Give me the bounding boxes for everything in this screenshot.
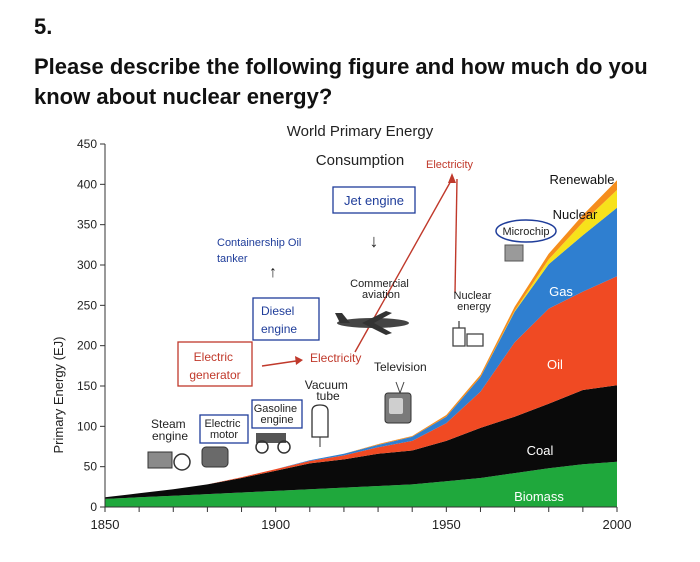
series-label-renewable: Renewable <box>549 172 614 187</box>
area-coal <box>105 385 617 499</box>
up-arrow-icon: ↑ <box>269 264 277 281</box>
y-tick-label: 300 <box>77 258 97 272</box>
television-icon <box>384 381 412 424</box>
area-layers <box>105 180 617 507</box>
y-tick-label: 0 <box>90 500 97 514</box>
x-tick-label: 1900 <box>261 517 290 532</box>
y-tick-label: 250 <box>77 298 97 312</box>
chart-svg: 0 50 100 150 200 250 300 350 400 450 1850 1900 1950 2… <box>51 123 631 532</box>
area-biomass <box>105 461 617 507</box>
electricity-arrow-line-2 <box>454 178 458 294</box>
series-label-nuclear: Nuclear <box>553 207 598 222</box>
diesel-engine-box <box>252 297 320 341</box>
gasoline-engine-box <box>251 399 303 429</box>
electricity-arrowhead <box>448 173 456 183</box>
y-tick-label: 400 <box>77 177 97 191</box>
electric-generator-box <box>177 341 253 387</box>
annotation-commercial-aviation: Commercial aviation <box>350 278 412 301</box>
x-tick-label: 2000 <box>603 517 632 532</box>
annotation-nuclear-energy: Nuclear energy <box>454 290 495 313</box>
axes: 0 50 100 150 200 250 300 350 400 450 1850 1900 1950 2… <box>77 137 631 532</box>
electric-motor-icon <box>201 446 229 468</box>
annotation-gasoline-engine: Gasoline engine <box>254 403 300 426</box>
annotation-steam-engine: Steam engine <box>151 417 189 443</box>
energy-chart: 0 50 100 150 200 250 300 350 400 450 1850 1900 1950 2… <box>0 115 700 557</box>
generator-arrowhead <box>295 356 303 365</box>
chart-title-line2: Consumption <box>316 152 404 169</box>
jet-engine-box <box>332 186 416 214</box>
down-arrow-icon: ↓ <box>370 231 379 251</box>
chart-title-line1: World Primary Energy <box>287 123 434 140</box>
series-label-biomass: Biomass <box>514 489 564 504</box>
y-tick-label: 100 <box>77 419 97 433</box>
series-label-oil: Oil <box>547 357 563 372</box>
area-oil <box>105 276 617 498</box>
annotation-television: Television <box>374 360 427 374</box>
electric-motor-box <box>199 414 249 444</box>
x-tick-label: 1850 <box>91 517 120 532</box>
y-tick-label: 350 <box>77 218 97 232</box>
y-tick-label: 150 <box>77 379 97 393</box>
car-icon <box>255 433 291 454</box>
steam-engine-icon <box>147 451 191 471</box>
annotation-diesel-engine: Diesel engine <box>261 304 298 336</box>
microchip-icon <box>504 244 524 262</box>
generator-arrow <box>261 360 297 367</box>
vacuum-tube-icon <box>311 404 329 447</box>
y-tick-label: 200 <box>77 339 97 353</box>
nuclear-plant-icon <box>452 321 484 347</box>
annotation-vacuum-tube: Vacuum tube <box>305 378 351 403</box>
annotation-electric-motor: Electric motor <box>204 418 243 441</box>
y-axis-label: Primary Energy (EJ) <box>51 336 66 453</box>
annotation-microchip: Microchip <box>502 226 549 238</box>
annotation-electricity-top: Electricity <box>426 159 474 171</box>
question-text: Please describe the following figure and… <box>34 54 648 109</box>
y-tick-label: 450 <box>77 137 97 151</box>
annotation-jet-engine: Jet engine <box>344 193 404 208</box>
x-tick-label: 1950 <box>432 517 461 532</box>
series-label-gas: Gas <box>549 284 573 299</box>
airplane-icon <box>335 311 409 335</box>
annotation-electric-generator: Electric generator <box>189 350 240 382</box>
y-tick-label: 50 <box>84 460 98 474</box>
annotation-electricity-mid: Electricity <box>310 351 361 365</box>
microchip-circle <box>495 219 557 243</box>
annotation-containership: Containership Oil tanker <box>217 237 304 265</box>
question-number: 5. <box>34 14 53 39</box>
series-label-coal: Coal <box>527 443 554 458</box>
